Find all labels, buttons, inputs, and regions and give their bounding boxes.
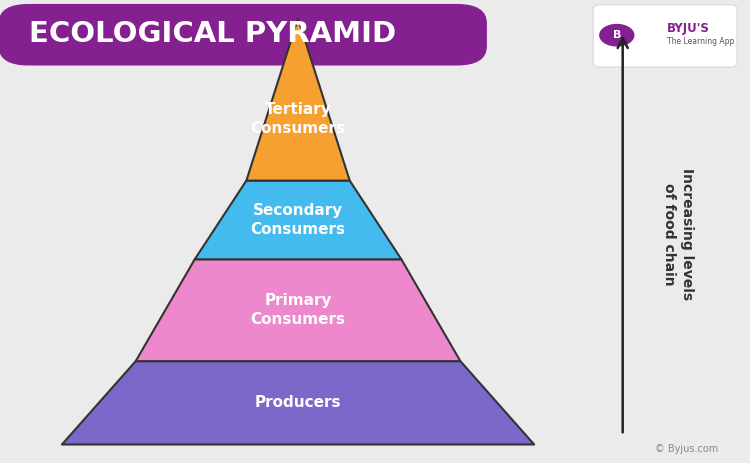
Text: B: B (613, 30, 621, 40)
Text: Primary
Consumers: Primary Consumers (251, 294, 346, 327)
Text: Tertiary
Consumers: Tertiary Consumers (251, 102, 346, 136)
FancyBboxPatch shape (0, 5, 486, 65)
FancyBboxPatch shape (593, 5, 737, 67)
Text: BYJU'S: BYJU'S (667, 22, 710, 35)
Text: ECOLOGICAL PYRAMID: ECOLOGICAL PYRAMID (28, 20, 396, 48)
Text: Producers: Producers (255, 395, 341, 410)
Polygon shape (195, 181, 401, 259)
Text: © Byjus.com: © Byjus.com (656, 444, 718, 454)
Polygon shape (136, 259, 460, 361)
Text: Secondary
Consumers: Secondary Consumers (251, 203, 346, 237)
Text: Increasing levels
of food chain: Increasing levels of food chain (662, 168, 694, 300)
Circle shape (600, 25, 634, 46)
Polygon shape (62, 361, 534, 444)
Text: The Learning App: The Learning App (667, 37, 734, 46)
Polygon shape (247, 19, 350, 181)
